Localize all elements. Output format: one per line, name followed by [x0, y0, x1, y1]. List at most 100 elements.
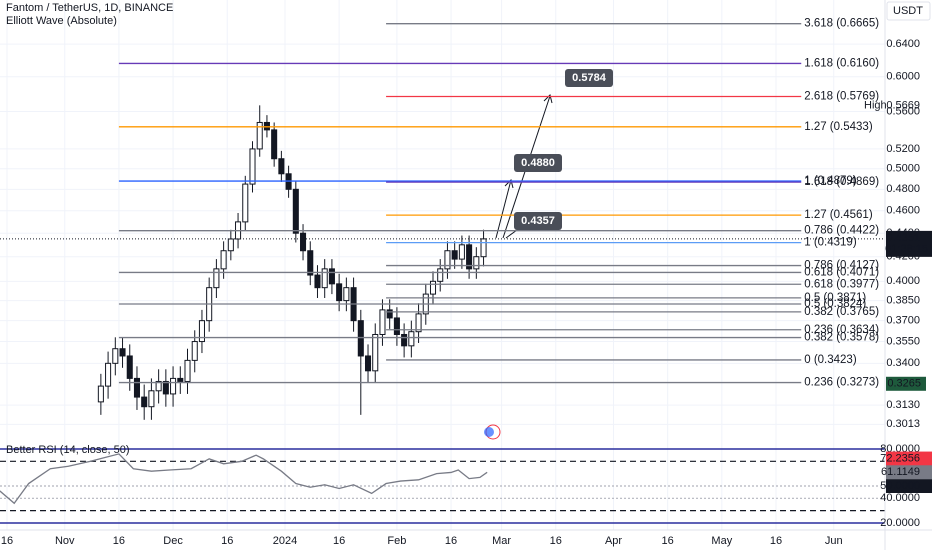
fib-label: 1 (0.4879)	[804, 175, 857, 187]
fib-label: 0.5 (0.3871)	[804, 292, 866, 304]
currency[interactable]: USDT	[893, 5, 923, 17]
y-tick-label: 0.3850	[886, 295, 920, 307]
flag-icon	[484, 424, 501, 440]
y-tick-label: 0.3700	[886, 315, 920, 327]
candle-body	[242, 183, 249, 223]
candle-body	[379, 309, 386, 335]
fib-label: 0.382 (0.3578)	[804, 332, 879, 344]
candle-body	[480, 238, 487, 258]
tick-box	[886, 478, 932, 493]
candle-body	[271, 129, 278, 160]
x-tick-label: Apr	[605, 535, 622, 547]
fib-label: 1.618 (0.6160)	[804, 57, 879, 69]
y-tick-label: 0.3013	[886, 418, 920, 430]
candle-body	[408, 331, 415, 347]
callout-box	[514, 212, 562, 230]
candle-body	[278, 158, 285, 175]
fib-label: 0.382 (0.3765)	[804, 306, 879, 318]
currency-box[interactable]	[886, 1, 931, 21]
callout-box	[514, 154, 562, 172]
candle-body	[372, 333, 379, 372]
fib-label: 2.618 (0.5769)	[804, 91, 879, 103]
fib-label: 0.236 (0.3273)	[804, 377, 879, 389]
high-label: High	[864, 99, 887, 111]
candle-body	[177, 377, 184, 382]
candle-body	[249, 148, 256, 185]
candle-body	[451, 250, 458, 260]
candle-body	[213, 268, 220, 289]
y-tick-label: 0.3550	[886, 335, 920, 347]
value-box	[886, 465, 932, 480]
arrow-head	[543, 94, 553, 104]
fib-label: 0.5 (0.3824)	[804, 298, 866, 310]
candle-body	[328, 268, 335, 285]
candle-body	[336, 283, 343, 302]
x-tick-label: Feb	[387, 535, 406, 547]
countdown: 01:38:15	[885, 243, 928, 255]
fib-label: 1.27 (0.5433)	[804, 121, 873, 133]
x-tick-label: 16	[113, 535, 125, 547]
candle-body	[198, 320, 205, 343]
candle-body	[473, 256, 480, 270]
candle-body	[148, 390, 155, 408]
last-price: 0.4351	[886, 232, 920, 244]
fib-label: 0.618 (0.4071)	[804, 266, 879, 278]
candle-body	[97, 385, 104, 403]
candle-body	[429, 280, 437, 295]
candle-body	[141, 396, 148, 408]
y-tick-label: 0.5200	[886, 143, 920, 155]
x-tick-label: 16	[445, 535, 457, 547]
candle-body	[133, 377, 140, 398]
y-tick-label: 0.3130	[886, 399, 920, 411]
x-tick-label: 2024	[273, 535, 297, 547]
rsi-title: Better RSI (14, close, 50)	[6, 444, 130, 456]
y-tick-label: 0.4000	[886, 275, 920, 287]
callout-box	[565, 69, 613, 87]
candle-body	[155, 380, 162, 392]
candle-body	[386, 309, 393, 319]
fib-label: 0.786 (0.4127)	[804, 260, 879, 272]
candle-body	[343, 287, 350, 302]
candle-body	[300, 232, 307, 252]
x-tick-label: 16	[770, 535, 782, 547]
y-tick-label: 0.4800	[886, 183, 920, 195]
plot	[0, 105, 488, 505]
x-tick-label: 16	[1, 535, 13, 547]
value-box	[886, 451, 932, 466]
candle-body	[321, 268, 328, 289]
candle-body	[357, 320, 364, 357]
marker-price: 0.3265	[887, 378, 921, 390]
callout: 0.4880	[521, 157, 555, 169]
x-tick-label: Jun	[825, 535, 843, 547]
candle-body	[415, 313, 422, 333]
x-tick-label: Dec	[163, 535, 183, 547]
fib-label: 1.27 (0.4561)	[804, 209, 873, 221]
y-tick-label: 40.0000	[880, 492, 920, 504]
marker-box	[886, 376, 926, 391]
candle-body	[112, 348, 119, 364]
candle-body	[314, 274, 321, 289]
candle-body	[170, 377, 177, 395]
rsi-line	[0, 453, 488, 505]
fib-label: 0.236 (0.3634)	[804, 324, 879, 336]
callout: 0.4357	[521, 215, 555, 227]
candle-body	[444, 250, 451, 270]
candle-body	[466, 244, 473, 270]
candle-body	[227, 238, 234, 252]
candle-body	[393, 317, 400, 335]
candle-body	[401, 333, 408, 347]
y-tick-label: 0.5000	[886, 163, 920, 175]
candle-body	[119, 348, 126, 357]
flag-circle	[484, 427, 494, 437]
candle-body	[126, 355, 133, 379]
candle-body	[162, 380, 169, 395]
candle-body	[437, 268, 444, 282]
candle-body	[292, 188, 299, 234]
candle-body	[184, 359, 191, 382]
y-tick-label: 0.3400	[886, 357, 920, 369]
y-tick-label: 50.0000	[880, 480, 920, 492]
fib-label: 0 (0.3423)	[804, 354, 857, 366]
candle-body	[220, 250, 227, 270]
